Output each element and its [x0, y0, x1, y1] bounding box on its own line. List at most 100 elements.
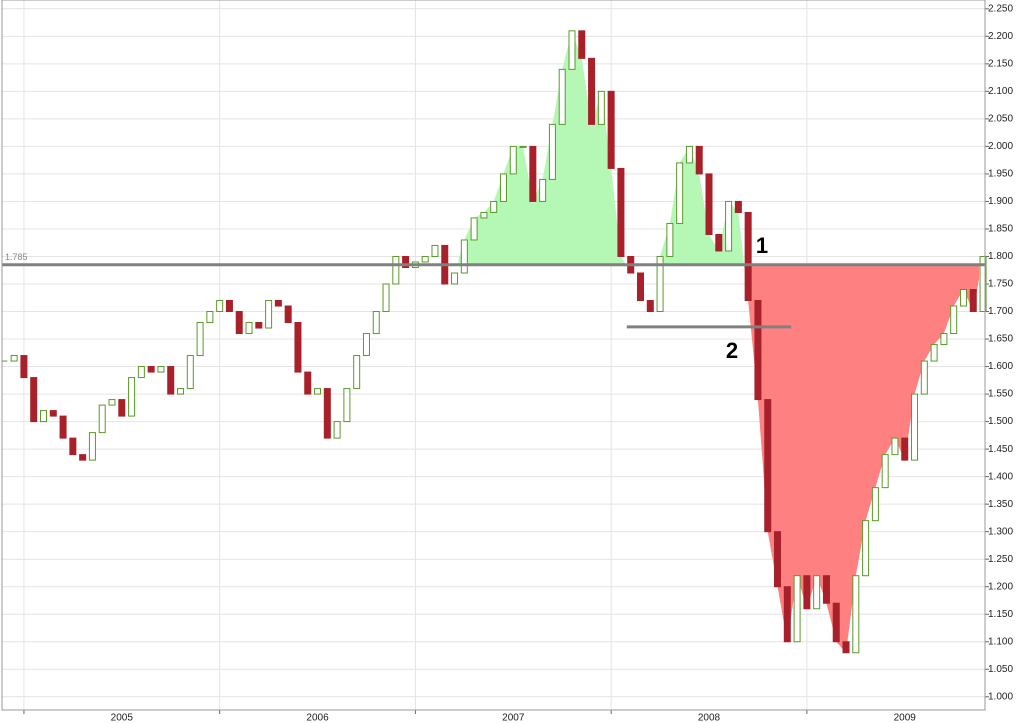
y-tick-label: 1.850	[988, 224, 1013, 235]
candle	[196, 322, 204, 357]
candle	[314, 388, 322, 395]
candle	[607, 90, 615, 169]
candle	[304, 371, 312, 395]
candle	[451, 272, 459, 285]
candle	[118, 399, 126, 417]
candle	[950, 305, 958, 335]
candle	[529, 145, 537, 202]
candle	[597, 90, 605, 125]
candle	[588, 57, 596, 125]
candle	[362, 333, 370, 357]
y-tick-label: 2.250	[988, 3, 1013, 14]
candle	[832, 602, 840, 643]
candle	[695, 145, 703, 175]
candle	[558, 68, 566, 125]
candle	[274, 300, 282, 307]
candle	[294, 322, 302, 373]
candle	[402, 255, 410, 268]
candle	[382, 283, 390, 313]
annotation: 2	[726, 338, 738, 363]
candle	[98, 404, 106, 434]
y-tick-label: 1.650	[988, 334, 1013, 345]
candle	[499, 173, 507, 202]
candle	[842, 641, 850, 654]
candle	[901, 437, 909, 461]
y-tick-label: 1.350	[988, 499, 1013, 510]
y-tick-label: 1.300	[988, 526, 1013, 537]
candle	[265, 300, 273, 329]
y-tick-label: 1.550	[988, 389, 1013, 400]
candle	[235, 311, 243, 335]
x-tick-label: 2005	[111, 713, 134, 723]
candle	[940, 333, 948, 346]
candle	[323, 388, 331, 439]
y-tick-label: 1.200	[988, 581, 1013, 592]
candle	[959, 289, 967, 307]
candle	[470, 217, 478, 241]
candle	[822, 575, 830, 604]
candle	[20, 355, 28, 379]
candle	[871, 487, 879, 522]
candle	[490, 200, 498, 213]
annotation: 1	[756, 233, 768, 258]
candle	[519, 145, 527, 148]
candle	[39, 410, 47, 423]
candle	[509, 145, 517, 175]
candle	[881, 454, 889, 489]
shaded-area	[458, 30, 745, 265]
candle	[421, 255, 429, 263]
candle	[372, 311, 380, 335]
candle	[783, 586, 791, 643]
x-tick-label: 2008	[698, 713, 721, 723]
candle	[88, 432, 96, 461]
candle	[147, 366, 155, 373]
candle	[568, 30, 576, 70]
candle	[578, 30, 586, 59]
candle	[177, 388, 185, 395]
y-tick-label: 2.200	[988, 31, 1013, 42]
candle	[245, 322, 253, 335]
candle	[343, 388, 351, 423]
candle	[617, 167, 625, 257]
y-tick-label: 2.150	[988, 58, 1013, 69]
candle	[10, 355, 18, 362]
y-tick-label: 1.000	[988, 691, 1013, 702]
y-tick-label: 1.900	[988, 196, 1013, 207]
candle	[548, 123, 556, 180]
candle	[225, 300, 233, 313]
candle	[969, 289, 977, 313]
candle	[30, 377, 38, 423]
y-tick-label: 1.450	[988, 444, 1013, 455]
candle	[59, 415, 67, 439]
candle	[979, 255, 987, 313]
y-tick-label: 1.050	[988, 664, 1013, 675]
candle	[764, 399, 772, 533]
candle	[636, 272, 644, 302]
candle	[725, 200, 733, 252]
candle	[754, 300, 762, 401]
y-tick-label: 1.700	[988, 306, 1013, 317]
y-tick-label: 2.100	[988, 86, 1013, 97]
candle	[666, 222, 674, 257]
candle	[333, 421, 341, 439]
candle	[685, 145, 693, 164]
candle	[79, 454, 87, 461]
y-tick-label: 1.600	[988, 361, 1013, 372]
reference-label: 1.785	[5, 252, 28, 262]
y-tick-label: 2.000	[988, 141, 1013, 152]
x-tick-label: 2009	[894, 713, 917, 723]
candle	[392, 255, 400, 285]
y-tick-label: 1.100	[988, 636, 1013, 647]
candle	[862, 520, 870, 577]
candle	[69, 437, 77, 456]
y-tick-label: 1.950	[988, 169, 1013, 180]
candle	[744, 211, 752, 302]
candle	[705, 173, 713, 235]
candle	[793, 575, 801, 643]
candle	[108, 399, 116, 406]
shaded-area	[744, 264, 980, 653]
candle	[920, 360, 928, 395]
candle	[167, 366, 175, 395]
candle	[49, 410, 57, 417]
y-tick-label: 1.800	[988, 251, 1013, 262]
